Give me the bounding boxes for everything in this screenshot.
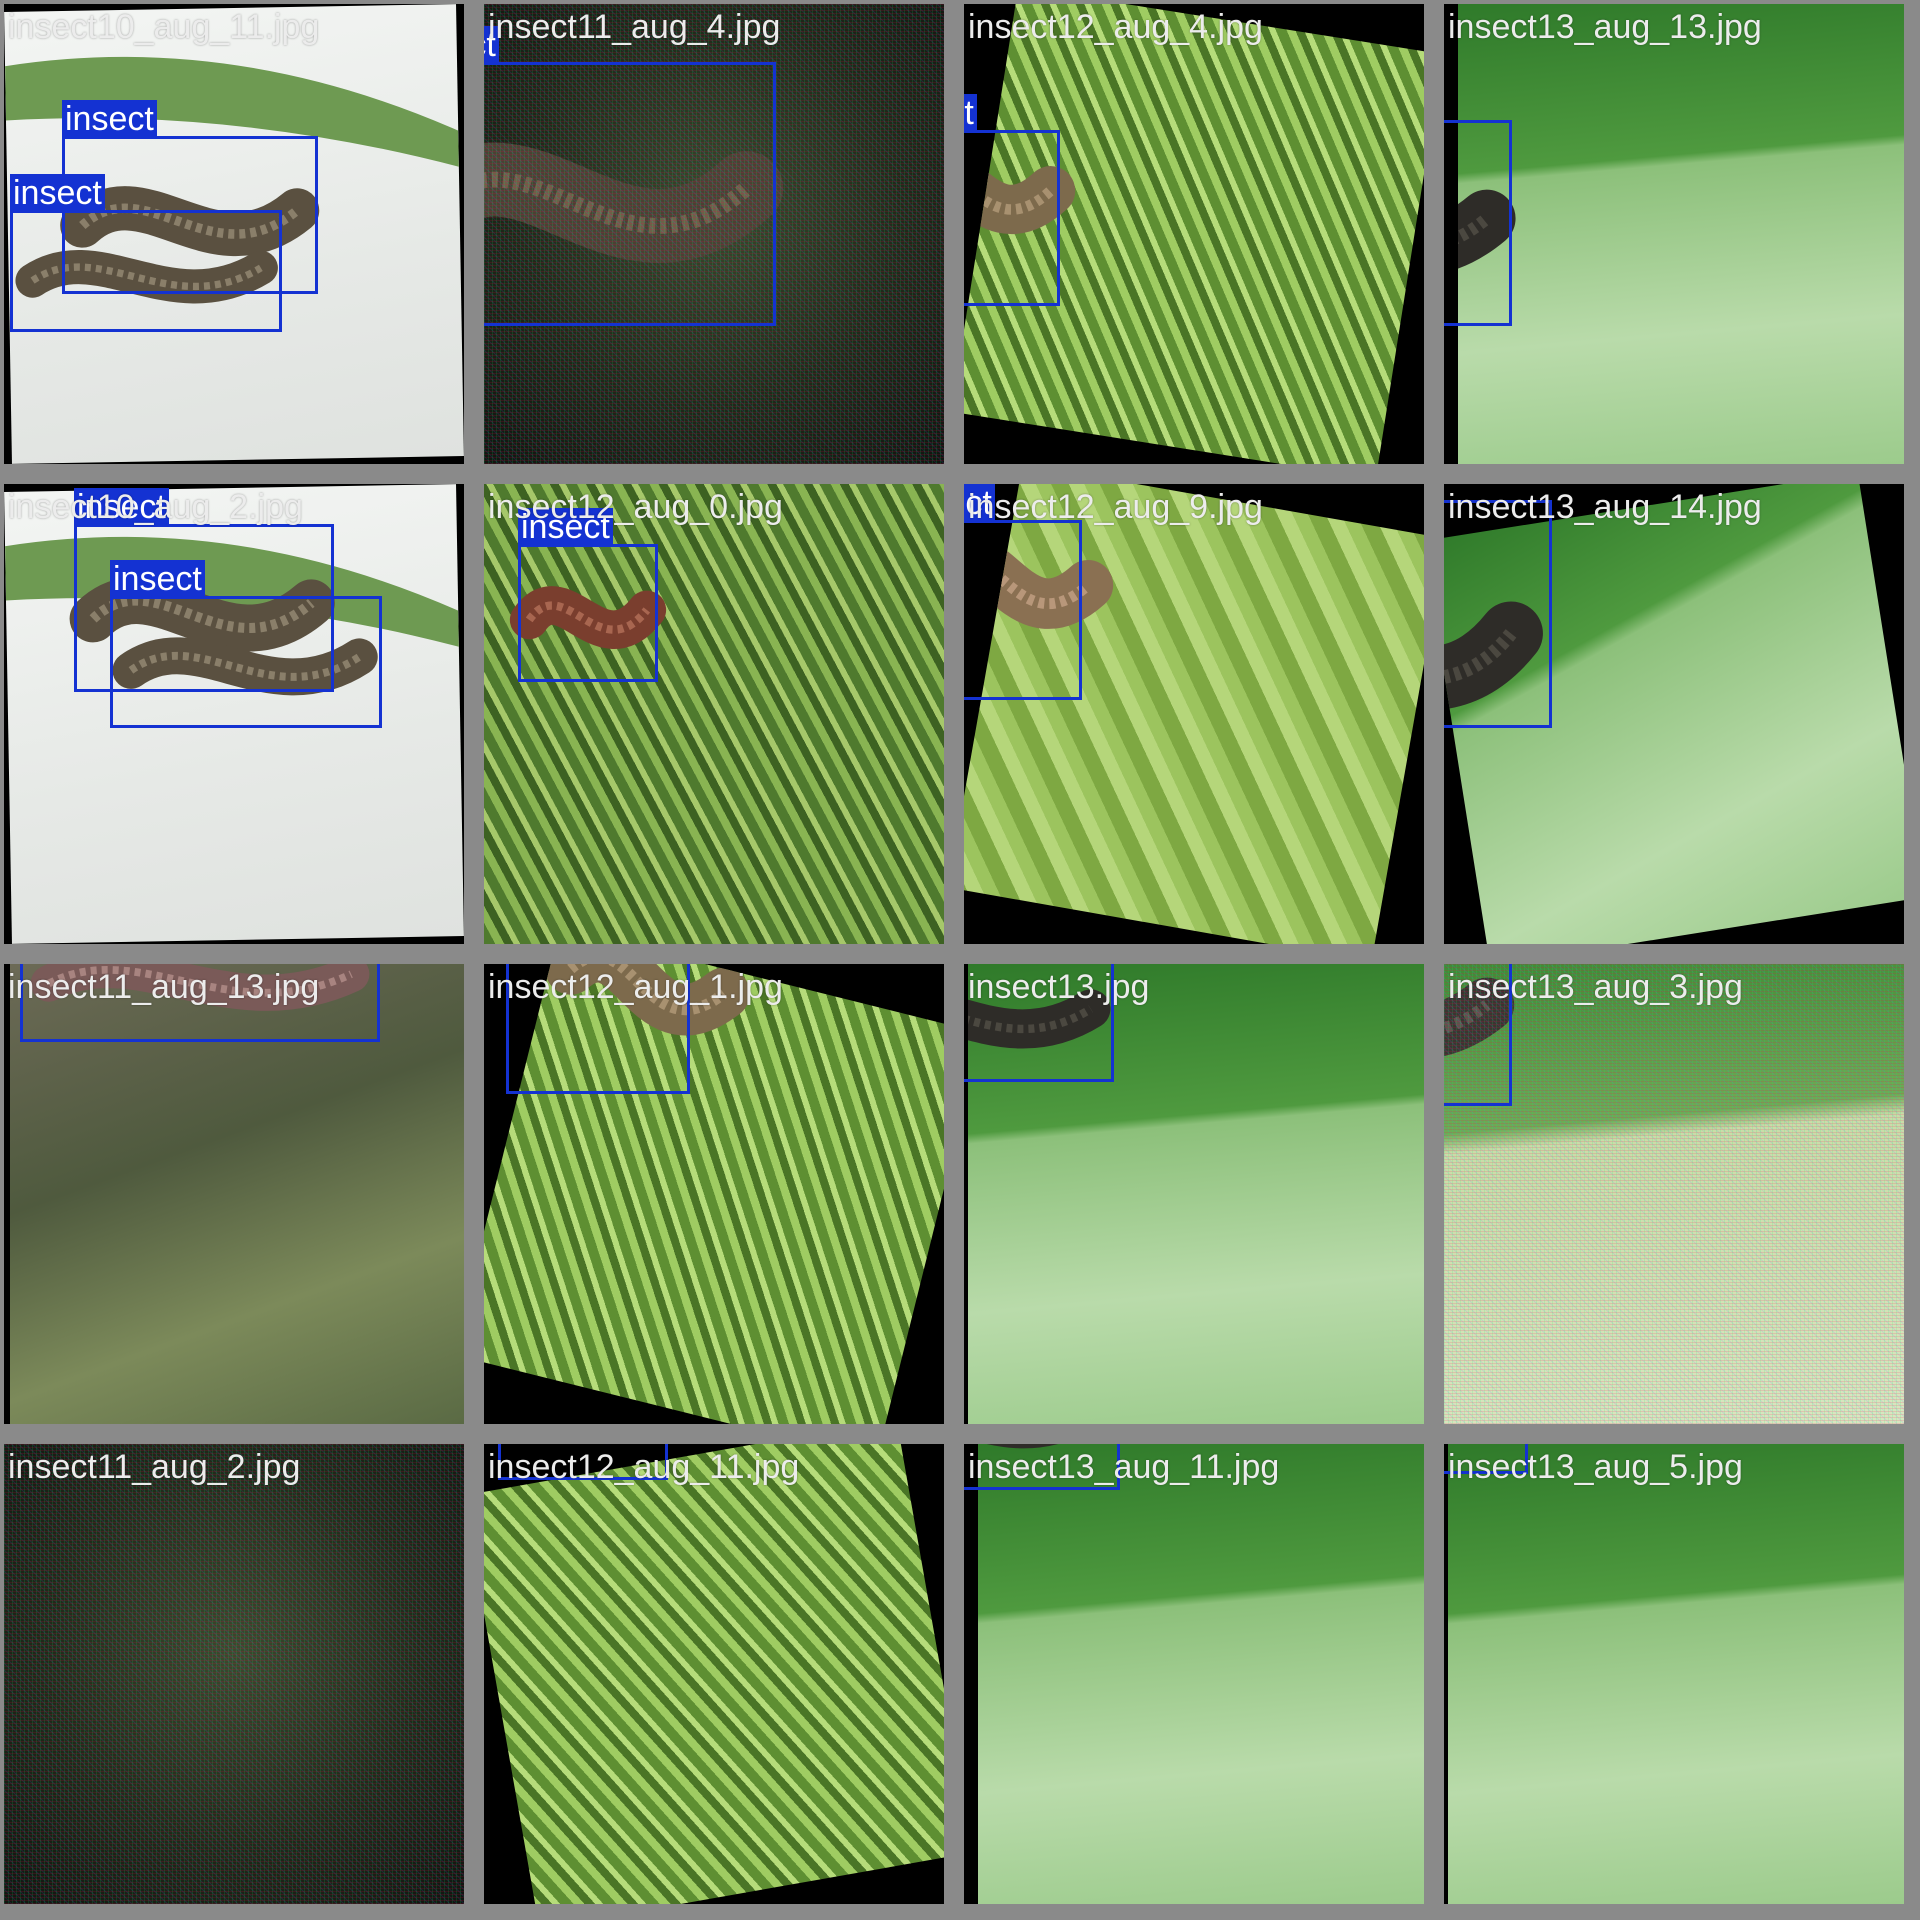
bounding-box — [484, 62, 776, 326]
photo — [968, 964, 1424, 1424]
box-label: insect — [10, 174, 105, 212]
caterpillar-stripe — [484, 171, 752, 234]
bounding-box — [1444, 1444, 1528, 1474]
photo — [1448, 1444, 1904, 1904]
image-tile: insectinsect11_aug_13.jpg — [4, 964, 464, 1424]
caterpillar-stripe — [964, 552, 1092, 609]
noise-overlay — [484, 4, 944, 464]
filename-label: insect13_aug_5.jpg — [1448, 1448, 1743, 1486]
filename-label: insect12_aug_1.jpg — [488, 968, 783, 1006]
box-label: insect — [518, 508, 613, 546]
box-label: insect — [74, 488, 169, 526]
caterpillar-illustration — [30, 964, 370, 1011]
photo — [1444, 484, 1904, 944]
caterpillar-body — [69, 577, 335, 652]
caterpillar-illustration — [484, 142, 784, 263]
bounding-box — [964, 964, 1114, 1082]
bounding-box — [20, 964, 380, 1042]
bounding-box — [1444, 120, 1512, 326]
photo — [4, 1444, 464, 1904]
photo — [484, 4, 944, 464]
filename-label: insect13_aug_3.jpg — [1448, 968, 1743, 1006]
bounding-box — [506, 964, 690, 1094]
filename-label: insect13_aug_11.jpg — [968, 1448, 1280, 1486]
caterpillar-stripe — [1444, 1000, 1491, 1035]
photo — [1458, 4, 1904, 464]
caterpillar-illustration — [545, 964, 750, 1036]
caterpillar-illustration — [484, 1444, 630, 1468]
box-label: insect — [62, 100, 157, 138]
filename-label: insect11_aug_13.jpg — [8, 968, 320, 1006]
image-tile: insectinsect13_aug_5.jpg — [1444, 1444, 1904, 1904]
photo — [484, 484, 944, 944]
image-tile: insect insect insect10_aug_2.jpg — [4, 484, 464, 944]
photo — [964, 484, 1424, 944]
photo — [978, 1444, 1424, 1904]
photo — [1444, 964, 1904, 1424]
filename-label: insect12_aug_11.jpg — [488, 1448, 800, 1486]
bounding-box — [110, 596, 382, 728]
image-tile: insectinsect13_aug_3.jpg — [1444, 964, 1904, 1424]
bounding-box — [498, 1444, 668, 1480]
photo — [484, 964, 944, 1424]
bounding-box — [964, 130, 1060, 306]
caterpillar-stripe — [128, 651, 362, 681]
leaf-shape — [5, 56, 459, 167]
image-tile: insectinsect13.jpg — [964, 964, 1424, 1424]
bounding-box — [1444, 500, 1552, 728]
caterpillar-illustration — [1444, 601, 1543, 724]
filename-label: insect13_aug_13.jpg — [1448, 8, 1762, 46]
filename-label: insect12_aug_0.jpg — [488, 488, 783, 526]
noise-overlay — [1444, 964, 1904, 1424]
caterpillar-illustration — [1458, 189, 1516, 269]
caterpillar-illustration — [964, 532, 1114, 629]
bounding-box — [62, 136, 318, 294]
filename-label: insect12_aug_4.jpg — [968, 8, 1263, 46]
bounding-box — [518, 544, 658, 682]
caterpillar-stripe — [567, 964, 728, 1016]
filename-label: insect10_aug_11.jpg — [8, 8, 320, 46]
caterpillar-illustration — [986, 1444, 1056, 1449]
bounding-box — [10, 210, 282, 332]
filename-label: insect12_aug_9.jpg — [968, 488, 1263, 526]
caterpillar-stripe — [79, 203, 301, 239]
caterpillar-stripe — [525, 601, 651, 634]
filename-label: insect10_aug_2.jpg — [8, 488, 303, 526]
image-tile: insectinsect13_aug_11.jpg — [964, 1444, 1424, 1904]
caterpillar-stripe — [968, 1005, 1094, 1034]
filename-label: insect13.jpg — [968, 968, 1150, 1006]
caterpillar-illustration — [509, 586, 667, 649]
noise-overlay — [4, 1444, 464, 1904]
caterpillar-illustration — [1448, 1444, 1904, 1904]
caterpillar-illustration — [968, 989, 1111, 1049]
box-label: insect — [110, 560, 205, 598]
bounding-box — [964, 520, 1082, 700]
bounding-box — [964, 1444, 1120, 1490]
image-tile: insectinsect13_aug_14.jpg — [1444, 484, 1904, 944]
filename-label: insect11_aug_2.jpg — [8, 1448, 301, 1486]
filename-label: insect13_aug_14.jpg — [1448, 488, 1762, 526]
bounding-box — [74, 524, 334, 692]
caterpillar-stripe — [47, 966, 353, 997]
image-tile: insectinsect11_aug_2.jpg — [4, 1444, 464, 1904]
filename-label: insect11_aug_4.jpg — [488, 8, 781, 46]
caterpillar-illustration — [1444, 977, 1515, 1057]
box-label: insect — [964, 484, 995, 522]
image-tile: insect insect12_aug_0.jpg — [484, 484, 944, 944]
box-label: insect — [484, 26, 499, 64]
photo — [484, 1444, 944, 1904]
image-tile: insect insect insect10_aug_11.jpg — [4, 4, 464, 464]
bounding-box — [1444, 964, 1512, 1106]
image-tile: insect insect12_aug_4.jpg — [964, 4, 1424, 464]
caterpillar-stripe — [30, 263, 263, 290]
caterpillar-body — [1444, 601, 1543, 724]
image-tile: insectinsect11_aug_4.jpg — [484, 4, 944, 464]
box-label: insect — [964, 94, 977, 132]
image-tile: insectinsect13_aug_13.jpg — [1444, 4, 1904, 464]
